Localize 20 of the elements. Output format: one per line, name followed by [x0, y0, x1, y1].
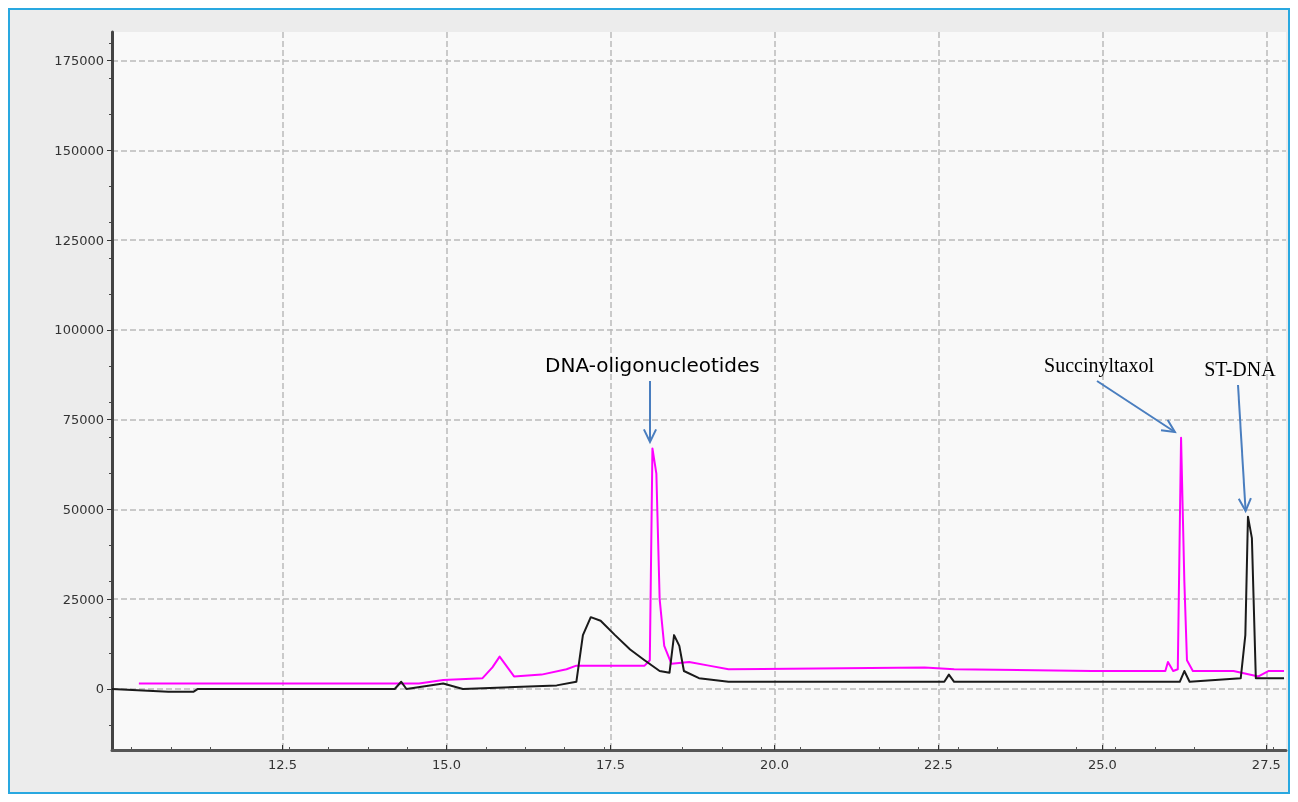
y-tick-label: 75000 — [62, 412, 104, 428]
x-tick-label: 25.0 — [1087, 757, 1117, 772]
annotation: Succinyltaxol — [1044, 353, 1155, 377]
x-tick-label: 12.5 — [268, 757, 297, 772]
y-tick-label: 175000 — [54, 53, 104, 69]
x-tick-label: 20.0 — [759, 757, 789, 772]
y-tick-label: 100000 — [54, 322, 104, 338]
annotation: DNA-oligonucleotides — [545, 353, 760, 378]
x-tick-label: 17.5 — [595, 757, 625, 772]
x-tick-label: 15.0 — [432, 757, 461, 772]
x-tick-label: 27.5 — [1251, 757, 1281, 772]
x-tick-label: 22.5 — [923, 757, 953, 772]
y-tick-label: 50000 — [62, 501, 104, 517]
y-tick-label: 150000 — [54, 142, 104, 158]
y-tick-label: 125000 — [54, 232, 104, 248]
annotation: ST-DNA — [1204, 357, 1277, 380]
y-tick-label: 0 — [95, 681, 104, 697]
y-tick-label: 25000 — [62, 591, 104, 607]
line-series — [111, 515, 1286, 693]
line-series — [137, 436, 1286, 685]
